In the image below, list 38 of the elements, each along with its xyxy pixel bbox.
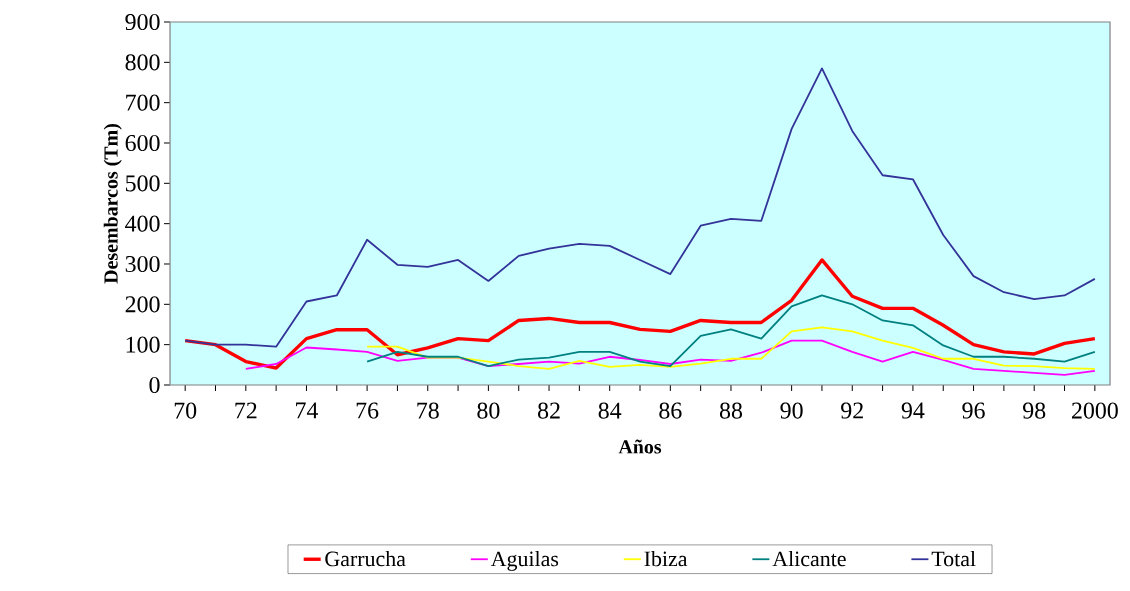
x-tick-label: 94	[901, 402, 925, 419]
y-tick-label: 200	[125, 296, 160, 313]
x-tick-label: 86	[659, 402, 682, 419]
legend-label: Garrucha	[325, 550, 406, 567]
legend-label: Ibiza	[644, 550, 688, 567]
legend-label: Total	[931, 550, 976, 567]
x-tick-label: 70	[174, 402, 197, 419]
y-tick-label: 500	[126, 175, 160, 192]
x-tick-label: 80	[477, 402, 500, 419]
line-series	[244, 339, 1096, 376]
y-tick-label: 100	[126, 336, 160, 353]
line-series	[183, 258, 1097, 370]
line-series	[366, 326, 1096, 370]
y-axis-title: Desembarcos (Tm)	[103, 124, 122, 284]
x-axis-title: Años	[618, 439, 662, 454]
y-tick-label: 900	[125, 13, 160, 31]
x-tick-label: 90	[780, 402, 803, 419]
x-tick-label: 78	[417, 402, 439, 419]
x-tick-label: 88	[719, 402, 743, 419]
x-tick-label: 96	[962, 402, 985, 419]
y-tick-label: 700	[126, 94, 160, 111]
x-tick-label: 98	[1023, 402, 1046, 419]
line-series	[184, 67, 1096, 348]
x-tick-label: 92	[841, 402, 863, 419]
x-tick-label: 76	[356, 402, 379, 419]
line-series	[366, 294, 1096, 367]
y-tick-label: 800	[125, 54, 160, 71]
legend-label: Alicante	[772, 550, 846, 567]
y-tick-label: 300	[125, 255, 160, 273]
x-tick-label: 84	[598, 402, 622, 419]
x-tick-label: 82	[537, 402, 560, 419]
y-tick-label: 0	[149, 376, 160, 394]
y-tick-label: 400	[125, 215, 160, 232]
x-tick-label: 74	[296, 402, 319, 419]
x-tick-label: 2000	[1071, 402, 1118, 419]
x-tick-label: 72	[235, 402, 257, 419]
legend-label: Aguilas	[490, 550, 559, 571]
y-tick-label: 600	[125, 134, 160, 152]
